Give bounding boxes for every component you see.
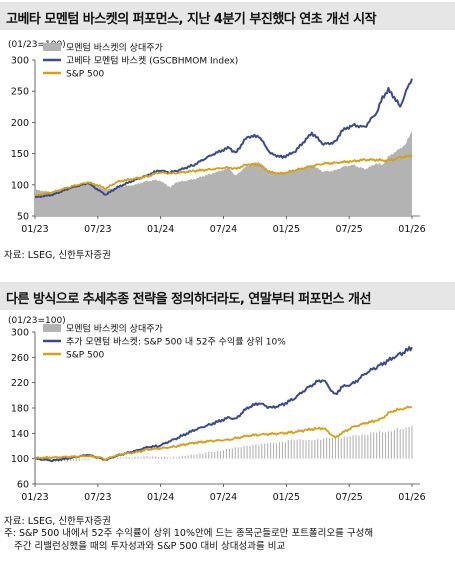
chart2-y-tick-label: 220: [11, 378, 29, 389]
chart1-y-tick-label: 250: [11, 87, 29, 98]
chart1-x-tick-label: 01/23: [21, 224, 48, 235]
chart2-y-tick-label: 140: [11, 429, 29, 440]
chart1-y-tick-label: 200: [11, 118, 29, 129]
chart1-legend-label: S&P 500: [66, 70, 104, 80]
chart1-y-tick-label: 100: [11, 180, 29, 191]
chart2-x-tick-label: 01/25: [273, 492, 300, 503]
chart1-x-tick-label: 07/25: [335, 224, 362, 235]
chart2-series-line: [34, 405, 413, 461]
chart2-note-line1: 주: S&P 500 내에서 52주 수익률이 상위 10%안에 드는 종목군들…: [4, 528, 374, 539]
chart2-legend-label: S&P 500: [66, 351, 104, 361]
chart1-legend-label: 모멘텀 바스켓의 상대주가: [66, 42, 163, 54]
chart1-x-tick-label: 07/24: [210, 224, 237, 235]
chart2-legend-swatch: [43, 324, 61, 332]
chart2-y-tick-label: 60: [17, 480, 29, 491]
chart2-y-tick-label: 260: [11, 353, 29, 364]
chart2-y-tick-label: 100: [11, 454, 29, 465]
chart1-y-tick-label: 300: [11, 56, 29, 67]
chart2-series-line: [34, 346, 413, 463]
chart1-y-tick-label: 50: [17, 212, 29, 223]
chart1-title: 고베타 모멘텀 바스켓의 퍼포먼스, 지난 4분기 부진했다 연초 개선 시작: [6, 12, 377, 27]
chart1-x-tick-label: 01/24: [147, 224, 174, 235]
chart2-y-tick-label: 300: [11, 328, 29, 339]
chart2-legend-label: 모멘텀 바스켓의 상대주가: [66, 323, 163, 335]
chart2-title-bar: 다른 방식으로 추세추종 전략을 정의하더라도, 연말부터 퍼포먼스 개선: [0, 282, 455, 310]
chart1-title-bar: 고베타 모멘텀 바스켓의 퍼포먼스, 지난 4분기 부진했다 연초 개선 시작: [0, 2, 455, 30]
chart2-legend-label: 추가 모멘텀 바스켓: S&P 500 내 52주 수익률 상위 10%: [66, 336, 286, 348]
chart1-series-line: [34, 78, 413, 199]
chart1-source: 자료: LSEG, 신한투자증권: [4, 250, 111, 261]
chart2-x-tick-label: 01/24: [147, 492, 174, 503]
chart2-source: 자료: LSEG, 신한투자증권: [4, 516, 111, 527]
chart1-series-line: [34, 154, 413, 197]
chart1-series-area: [35, 131, 412, 216]
chart1-legend-swatch: [43, 43, 61, 51]
chart1-unit-label: (01/23=100): [8, 40, 66, 50]
chart2-title: 다른 방식으로 추세추종 전략을 정의하더라도, 연말부터 퍼포먼스 개선: [6, 292, 371, 307]
chart2-x-tick-label: 07/25: [335, 492, 362, 503]
chart1-legend-label: 고베타 모멘텀 바스켓 (GSCBHMOM Index): [66, 55, 238, 67]
chart2-x-tick-label: 07/23: [84, 492, 111, 503]
chart1-x-tick-label: 01/25: [273, 224, 300, 235]
chart2-x-tick-label: 01/23: [21, 492, 48, 503]
chart2-note-line2: 주간 리밸런싱했을 때의 투자성과와 S&P 500 대비 상대성과를 비교: [14, 541, 286, 552]
chart2-unit-label: (01/23=100): [8, 316, 66, 326]
chart1-x-tick-label: 01/26: [398, 224, 425, 235]
chart1-x-tick-label: 07/23: [84, 224, 111, 235]
chart2-x-tick-label: 07/24: [210, 492, 237, 503]
chart2-y-tick-label: 180: [11, 404, 29, 415]
chart2-x-tick-label: 01/26: [398, 492, 425, 503]
chart1-y-tick-label: 150: [11, 149, 29, 160]
